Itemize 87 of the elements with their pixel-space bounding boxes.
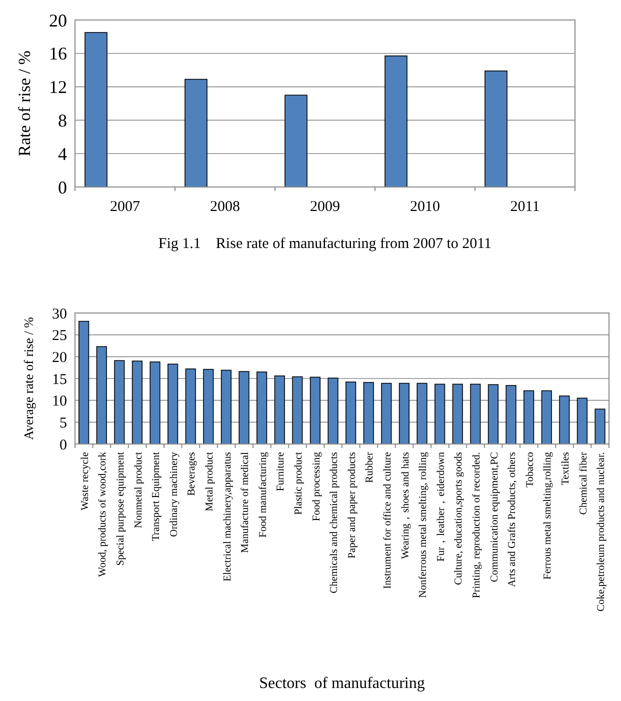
y-tick-label: 4 (58, 144, 67, 164)
x-tick-label: Transport Equipment (151, 452, 162, 542)
x-tick-label: 2009 (310, 199, 340, 215)
bar (416, 382, 428, 444)
bar (184, 78, 208, 188)
x-tick-label: 2008 (210, 199, 240, 215)
y-tick-label: 12 (49, 77, 67, 98)
bar (524, 390, 534, 444)
x-tick-label: Food processing (311, 451, 322, 522)
bar (185, 368, 196, 444)
x-tick-label: Nonferrous metal smelting, rolling (418, 451, 430, 598)
bar (484, 70, 508, 188)
bar (292, 376, 303, 444)
bar (434, 384, 446, 444)
x-tick-label: Manufacture of medical (240, 452, 252, 553)
x-tick-label: Wearing，shoes and hats (400, 452, 412, 559)
x-tick-label: 2010 (410, 199, 440, 215)
bar (470, 384, 481, 444)
x-tick-label: Paper and paper products (346, 452, 358, 558)
x-tick-label: Chemicals and chemical products (329, 452, 340, 594)
bar (594, 408, 606, 444)
y-tick-label: 20 (49, 10, 67, 30)
x-tick-label: 2011 (510, 199, 540, 215)
bar (506, 385, 516, 444)
bar (220, 370, 232, 444)
y-tick-label: 0 (60, 437, 67, 454)
bar (84, 32, 108, 188)
bar (310, 376, 321, 444)
x-tick-label: Beverages (186, 452, 198, 496)
y-axis-title: Rate of rise / % (15, 50, 34, 156)
x-tick-label: Fur，leather，eiderdown (436, 451, 447, 562)
x-tick-label: Furniture (276, 452, 287, 492)
x-tick-label: Food manufacturing (258, 451, 269, 538)
text: Fig 1.1 Rise rate of manufacturing from 2007 to 2011 (158, 236, 492, 252)
y-tick-label: 30 (52, 306, 67, 322)
bar (363, 382, 374, 444)
x-tick-label: Plastic product (294, 452, 304, 515)
y-tick-label: 16 (49, 44, 67, 64)
bar (132, 360, 143, 444)
x-tick-label: Coke,petroleum products and nuclear. (596, 452, 608, 612)
x-tick-label: Culture, education,sports goods (454, 452, 465, 585)
bar (559, 396, 570, 444)
bar (78, 320, 90, 444)
y-tick-label: 10 (52, 394, 67, 410)
y-tick-label: 8 (58, 110, 67, 130)
bar (238, 371, 250, 444)
bar (274, 375, 285, 444)
bar (398, 382, 410, 444)
x-tick-label: Arts and Grafts Products, others (507, 452, 518, 588)
bar (256, 372, 268, 444)
bar (168, 364, 178, 444)
bar (576, 398, 588, 444)
bar (203, 368, 214, 444)
bar (452, 384, 463, 444)
bar (328, 378, 338, 444)
x-tick-label: Rubber (364, 452, 376, 483)
y-tick-label: 0 (58, 177, 67, 198)
x-tick-label: Nonmetal product (133, 452, 144, 528)
y-tick-label: 15 (52, 372, 67, 388)
x-tick-label: Instrument for office and culture (382, 452, 394, 589)
x-tick-label: Textiles (560, 452, 572, 486)
y-tick-label: 20 (52, 350, 67, 366)
y-tick-label: 5 (60, 415, 67, 432)
x-tick-label: Ordinary machinery (168, 451, 180, 537)
y-tick-label: 25 (52, 328, 67, 344)
x-tick-label: Wood, products of wood,cork (98, 451, 109, 577)
y-axis-title: Average rate of rise / % (21, 316, 36, 440)
x-tick-label: Printing, reproduction of recorded. (472, 452, 482, 598)
bar (346, 382, 356, 444)
x-tick-label: Ferrous metal smelting,rolling (542, 451, 554, 580)
bar (284, 94, 308, 188)
bar (114, 360, 125, 444)
x-tick-label: 2007 (110, 199, 140, 215)
bar (381, 382, 392, 444)
x-tick-label: Waste recycle (80, 452, 91, 510)
x-tick-label: Chemical fiber (578, 452, 590, 515)
bar (488, 384, 499, 444)
x-tick-label: Tobacco (524, 452, 536, 488)
x-axis-title: Sectors of manufacturing (259, 675, 425, 692)
x-tick-label: Electrical machinery,apparatus (222, 452, 234, 582)
bar (96, 346, 107, 444)
bar (384, 56, 408, 188)
bar (541, 390, 552, 444)
bar (150, 362, 160, 444)
x-tick-label: Communication equipment,PC (489, 452, 500, 582)
x-tick-label: Metal product (204, 452, 216, 512)
x-tick-label: Special purpose equipment (116, 452, 126, 566)
